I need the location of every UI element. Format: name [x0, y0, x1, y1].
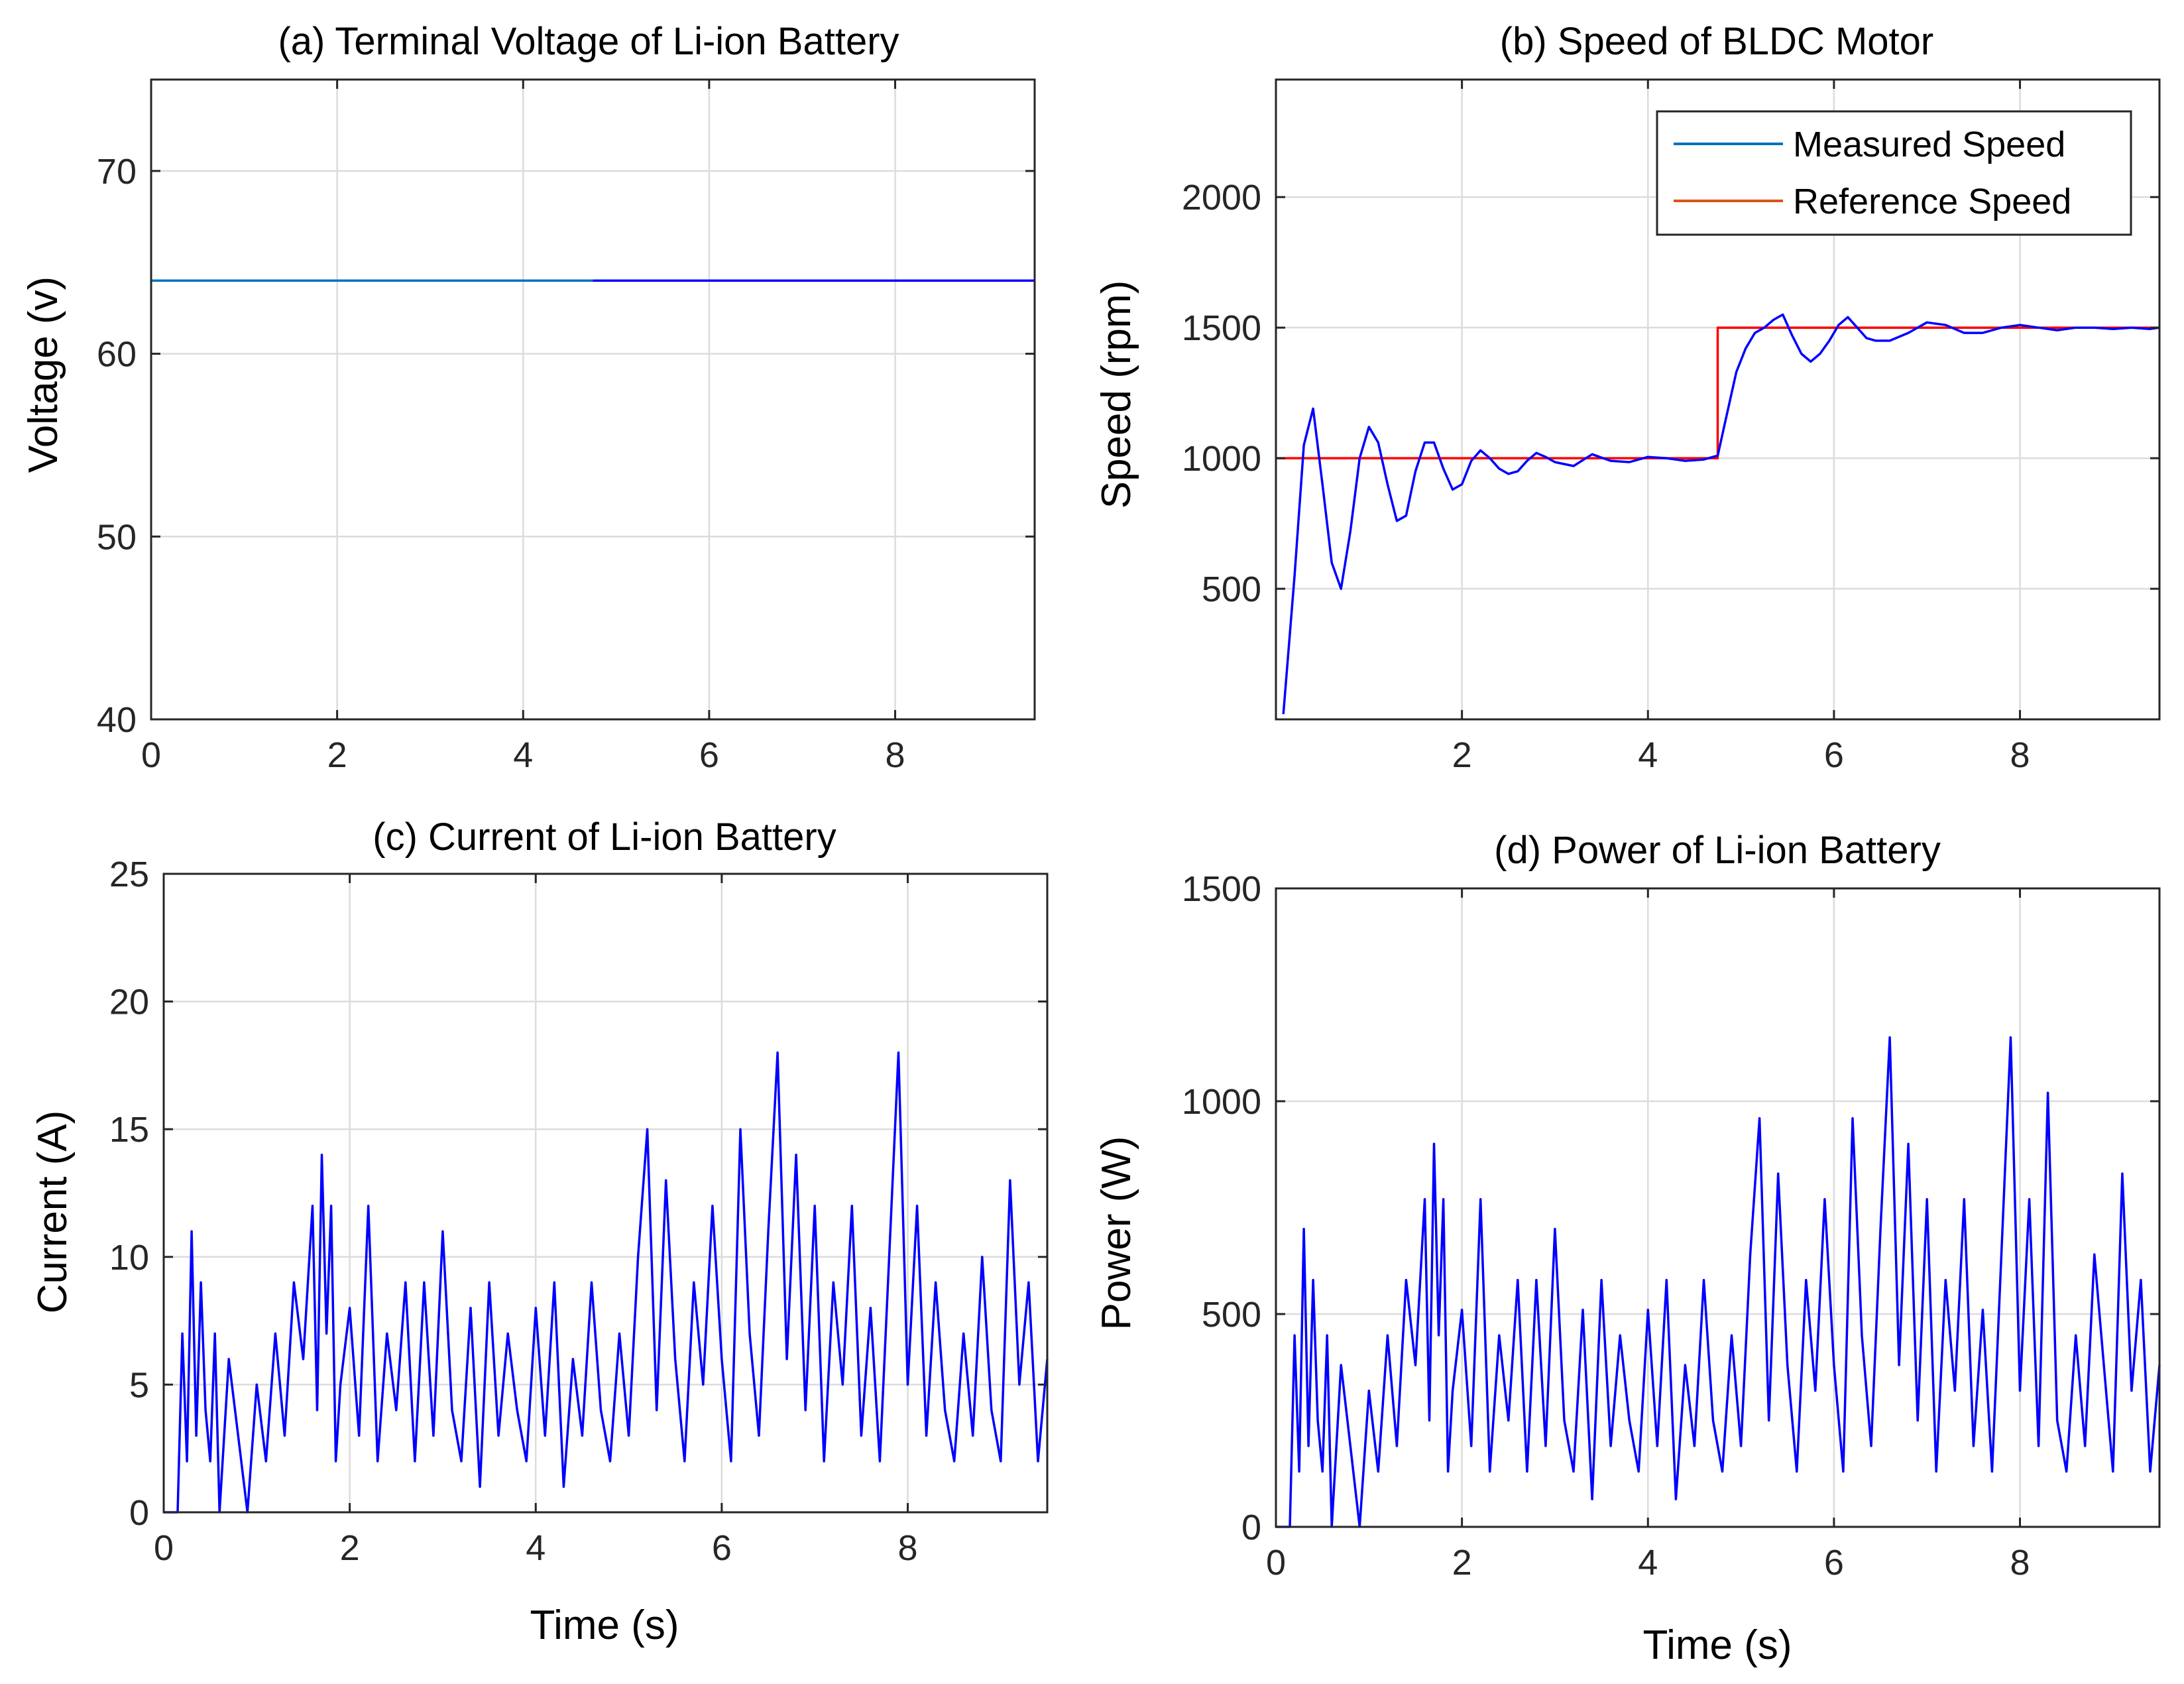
y-tick-label: 10	[109, 1238, 149, 1278]
panel-battery-power: (d) Power of Li-ion Battery Power (W) Ti…	[1094, 829, 2161, 1668]
y-tick-label: 40	[97, 700, 137, 740]
x-tick-label: 0	[141, 735, 161, 775]
axes-frame	[1275, 78, 2161, 721]
y-tick-label: 1500	[1182, 308, 1261, 348]
y-tick-label: 500	[1202, 570, 1261, 609]
y-tick-label: 70	[97, 152, 137, 192]
y-tick-label: 1000	[1182, 1082, 1261, 1122]
legend-entry-reference-speed: Reference Speed	[1793, 182, 2071, 221]
y-tick-label: 2000	[1182, 178, 1261, 217]
x-tick-label: 8	[898, 1528, 918, 1568]
x-tick-label: 2	[327, 735, 347, 775]
y-tick-label: 500	[1202, 1295, 1261, 1335]
panel-title: (b) Speed of BLDC Motor	[1500, 20, 1933, 63]
y-axis-label: Speed (rpm)	[1094, 280, 1139, 509]
x-tick-label: 6	[1824, 735, 1844, 775]
x-tick-label: 4	[1638, 735, 1658, 775]
x-tick-label: 6	[712, 1528, 732, 1568]
x-tick-label: 0	[154, 1528, 174, 1568]
x-tick-label: 4	[526, 1528, 546, 1568]
y-tick-label: 50	[97, 517, 137, 557]
panel-motor-speed: (b) Speed of BLDC Motor Speed (rpm) 2 4 6 8…	[1094, 20, 2161, 775]
y-tick-label: 0	[129, 1493, 149, 1533]
y-axis-label: Power (W)	[1094, 1136, 1139, 1331]
x-axis-label: Time (s)	[530, 1602, 679, 1648]
legend: Measured Speed Reference Speed	[1656, 110, 2132, 236]
x-tick-label: 8	[886, 735, 905, 775]
y-tick-label: 20	[109, 983, 149, 1022]
x-tick-label: 2	[1452, 735, 1472, 775]
axes-frame	[162, 872, 1049, 1514]
y-tick-label: 1500	[1182, 869, 1261, 909]
legend-box	[1656, 110, 2132, 236]
y-tick-label: 1000	[1182, 439, 1261, 479]
panel-title: (d) Power of Li-ion Battery	[1494, 829, 1941, 872]
plot-area	[164, 874, 1047, 1512]
plot-area	[1276, 888, 2159, 1527]
panel-title: (c) Current of Li-ion Battery	[373, 815, 836, 859]
series-line	[1276, 1036, 2161, 1528]
y-tick-label: 15	[109, 1110, 149, 1150]
axes-frame	[150, 78, 1036, 721]
x-tick-label: 4	[1638, 1543, 1658, 1583]
x-tick-label: 2	[1452, 1543, 1472, 1583]
x-tick-label: 0	[1266, 1543, 1286, 1583]
y-axis-label: Voltage (v)	[21, 276, 66, 473]
y-tick-label: 5	[129, 1365, 149, 1405]
y-axis-label: Current (A)	[30, 1111, 76, 1314]
x-tick-label: 4	[513, 735, 533, 775]
series-line-reference-speed	[1276, 326, 2159, 459]
x-tick-label: 2	[340, 1528, 360, 1568]
y-tick-label: 60	[97, 335, 137, 375]
series-line-measured-speed	[1282, 313, 2160, 715]
x-tick-label: 6	[699, 735, 719, 775]
panel-terminal-voltage: (a) Terminal Voltage of Li-ion Battery V…	[21, 20, 1036, 775]
y-tick-label: 0	[1241, 1508, 1261, 1547]
series-line	[164, 1051, 1049, 1514]
plot-area	[151, 80, 1035, 719]
panel-battery-current: (c) Current of Li-ion Battery Current (A…	[30, 815, 1049, 1648]
x-tick-label: 8	[2010, 735, 2030, 775]
x-axis-label: Time (s)	[1643, 1622, 1792, 1668]
panel-title: (a) Terminal Voltage of Li-ion Battery	[278, 20, 899, 63]
x-tick-label: 6	[1824, 1543, 1844, 1583]
x-tick-label: 8	[2010, 1543, 2030, 1583]
axes-frame	[1275, 887, 2161, 1528]
y-tick-label: 25	[109, 855, 149, 894]
legend-entry-measured-speed: Measured Speed	[1793, 125, 2065, 164]
